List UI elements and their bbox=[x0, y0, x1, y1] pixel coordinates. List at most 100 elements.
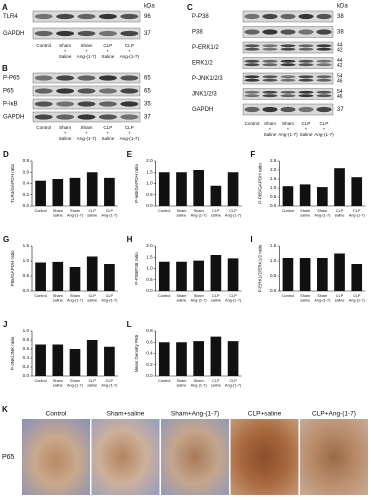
blot-band bbox=[77, 101, 96, 107]
x-tick-label: CLP saline bbox=[335, 294, 345, 303]
blot-band bbox=[244, 63, 260, 67]
bar bbox=[210, 336, 222, 376]
blot-band bbox=[280, 78, 296, 82]
blot-band bbox=[34, 88, 53, 94]
bar bbox=[52, 261, 64, 291]
bar bbox=[227, 258, 239, 291]
x-tick-label: Control bbox=[158, 294, 170, 298]
y-tick-label: 0.0 bbox=[23, 288, 30, 293]
blot-band bbox=[280, 90, 296, 94]
group-label: Ang-(1-7) bbox=[314, 132, 334, 137]
blot-band bbox=[120, 13, 139, 20]
panel-label: L bbox=[127, 320, 132, 329]
bar bbox=[193, 170, 205, 206]
panel-label: F bbox=[250, 150, 255, 159]
blot-band bbox=[98, 114, 117, 120]
blot-band bbox=[316, 90, 332, 94]
y-tick-label: 0.0 bbox=[270, 288, 277, 293]
panel-label: J bbox=[3, 320, 7, 329]
histology-title: CLP+saline bbox=[248, 411, 282, 418]
x-tick-label: Control bbox=[34, 379, 46, 383]
bar bbox=[35, 344, 46, 376]
stain-label: P65 bbox=[2, 454, 15, 461]
y-tick-label: 0.0 bbox=[23, 203, 30, 208]
kda-label: 37 bbox=[144, 115, 151, 121]
y-tick-label: 1.0 bbox=[23, 328, 30, 333]
blot-band bbox=[56, 88, 75, 94]
y-tick-label: 0.4 bbox=[23, 355, 30, 360]
bar bbox=[158, 172, 170, 206]
bar bbox=[351, 264, 363, 291]
blot-band bbox=[244, 29, 260, 35]
y-tick-label: 1.0 bbox=[270, 258, 277, 263]
blot-band bbox=[262, 63, 278, 67]
x-tick-label: CLP Ang-(1-7) bbox=[349, 209, 366, 218]
blot-band bbox=[316, 29, 332, 35]
blot-label: GAPDH bbox=[192, 107, 213, 113]
blot-band bbox=[77, 30, 96, 37]
bar bbox=[299, 184, 311, 206]
bar-chart: I P-ERK1/2/ERK1/2 ratio 0.0 0.5 1.0 1.5 Contro… bbox=[250, 235, 365, 302]
blot-band bbox=[280, 47, 296, 51]
histology-title: CLP+Ang-(1-7) bbox=[312, 411, 356, 418]
kda-label: 35 bbox=[144, 102, 151, 108]
group-label: CLP bbox=[302, 121, 311, 126]
bar bbox=[35, 262, 46, 291]
bar bbox=[282, 258, 294, 291]
group-label: CLP bbox=[103, 43, 112, 48]
kda-label: 54 bbox=[337, 73, 343, 79]
panel-label: B bbox=[2, 64, 8, 73]
y-tick-label: 0.0 bbox=[23, 373, 30, 378]
blot-band bbox=[244, 75, 260, 79]
bar bbox=[282, 186, 294, 206]
y-tick-label: 1.5 bbox=[23, 243, 30, 248]
x-tick-label: Sham Ang-(1-7) bbox=[314, 294, 331, 303]
blot-band bbox=[316, 106, 332, 113]
kda-unit: kDa bbox=[144, 4, 155, 10]
blot-band bbox=[298, 29, 314, 35]
bar bbox=[86, 256, 98, 291]
blot-band bbox=[262, 29, 278, 35]
bar bbox=[69, 349, 81, 376]
blot-label: TLR4 bbox=[3, 14, 18, 20]
panel-label: D bbox=[3, 150, 9, 159]
blot-band bbox=[77, 114, 96, 120]
group-label: Saline bbox=[102, 136, 115, 141]
blot-band bbox=[56, 13, 75, 20]
y-tick-label: 1.0 bbox=[270, 185, 277, 190]
group-label: + bbox=[287, 127, 290, 132]
x-tick-label: Sham Ang-(1-7) bbox=[67, 209, 84, 218]
blot-band bbox=[298, 78, 314, 82]
blot-label: ERK1/2 bbox=[192, 61, 213, 67]
y-tick-label: 0.0 bbox=[146, 203, 153, 208]
group-label: Ang-(1-7) bbox=[120, 136, 140, 141]
group-label: + bbox=[64, 131, 67, 136]
group-label: CLP bbox=[125, 125, 134, 130]
blot-band bbox=[34, 75, 53, 81]
x-tick-label: CLP Ang-(1-7) bbox=[225, 379, 242, 388]
y-tick-label: 0.0 bbox=[146, 373, 153, 378]
blot-band bbox=[56, 114, 75, 120]
blot-band bbox=[280, 44, 296, 48]
y-tick-label: 0.5 bbox=[146, 277, 153, 282]
blot-band bbox=[316, 75, 332, 79]
blot-band bbox=[77, 88, 96, 94]
blot-label: JNK1/2/3 bbox=[192, 92, 217, 98]
bar bbox=[176, 172, 187, 206]
y-tick-label: 0.8 bbox=[23, 158, 30, 163]
blot-band bbox=[77, 75, 96, 81]
group-label: Ang-(1-7) bbox=[77, 136, 97, 141]
y-tick-label: 0.5 bbox=[270, 273, 277, 278]
y-tick-label: 2.0 bbox=[146, 243, 153, 248]
kda-label: 44 bbox=[337, 42, 343, 48]
bar bbox=[35, 180, 46, 206]
y-tick-label: 0.4 bbox=[146, 351, 153, 356]
kda-label: 37 bbox=[337, 107, 344, 113]
bar bbox=[193, 341, 205, 376]
histology-image bbox=[161, 419, 229, 495]
blot-band bbox=[298, 75, 314, 79]
blot-band bbox=[244, 94, 260, 98]
y-tick-label: 1.5 bbox=[146, 169, 153, 174]
y-tick-label: 0.6 bbox=[23, 346, 30, 351]
